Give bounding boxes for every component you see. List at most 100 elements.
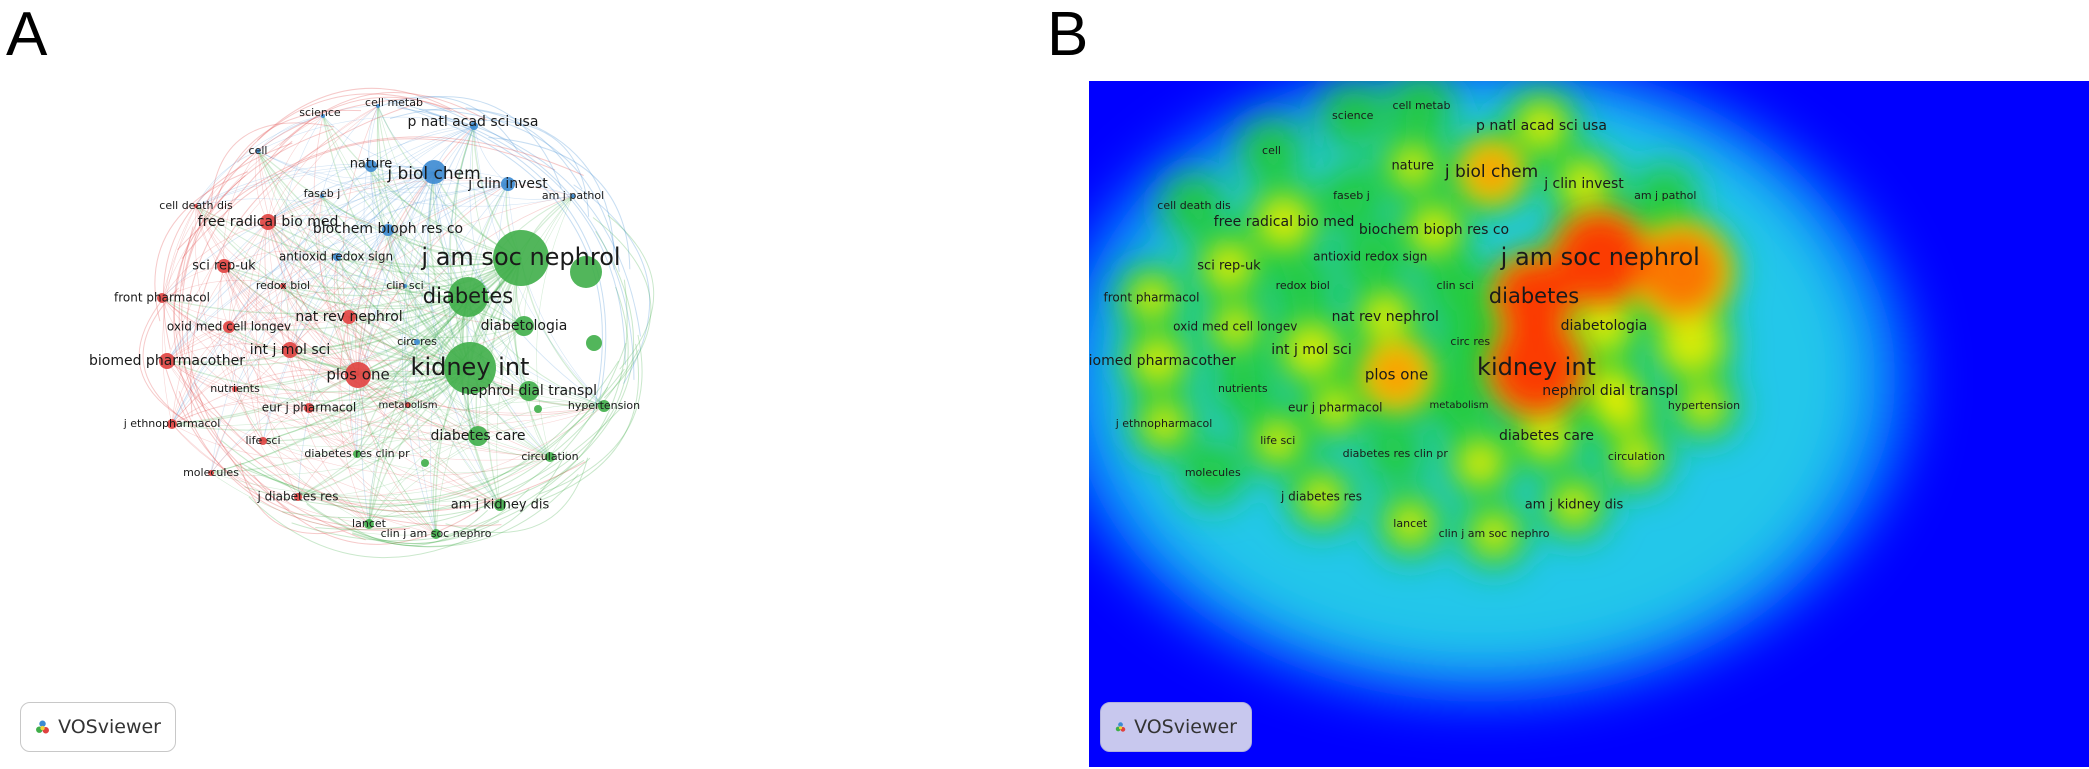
network-node[interactable] — [448, 277, 488, 317]
network-node[interactable] — [167, 419, 177, 429]
network-node[interactable] — [376, 104, 380, 108]
network-node[interactable] — [208, 470, 214, 476]
network-node[interactable] — [501, 177, 515, 191]
network-link — [166, 314, 350, 362]
network-node[interactable] — [444, 342, 496, 394]
network-link — [308, 257, 522, 409]
network-link — [267, 221, 350, 318]
network-node[interactable] — [421, 459, 429, 467]
network-link — [181, 98, 407, 287]
network-link — [178, 390, 406, 531]
network-link — [297, 296, 469, 498]
network-link — [267, 221, 359, 376]
network-node[interactable] — [159, 353, 175, 369]
network-link — [248, 496, 488, 559]
network-link — [244, 360, 620, 508]
network-link — [282, 274, 406, 287]
network-node[interactable] — [282, 342, 298, 358]
network-link — [168, 352, 502, 527]
network-node[interactable] — [571, 194, 575, 198]
network-link — [228, 171, 435, 328]
network-node[interactable] — [494, 499, 506, 511]
network-node[interactable] — [345, 362, 371, 388]
network-node[interactable] — [280, 283, 286, 289]
network-link — [210, 390, 530, 476]
network-node[interactable] — [586, 335, 602, 351]
network-node-label: diabetes care — [430, 428, 525, 444]
network-node[interactable] — [217, 259, 231, 273]
network-link — [282, 195, 323, 287]
network-node[interactable] — [365, 160, 377, 172]
network-link — [228, 326, 501, 506]
network-link — [257, 150, 471, 369]
network-node[interactable] — [514, 316, 534, 336]
density-node-label: clin sci — [1437, 279, 1474, 292]
network-link — [166, 360, 264, 442]
network-link — [532, 343, 639, 504]
network-node-label: diabetologia — [481, 318, 568, 334]
network-node-label: redox biol — [256, 279, 310, 292]
network-link — [171, 391, 409, 425]
density-visualization[interactable]: cell metab science p natl acad sci usa cell… — [1089, 0, 2089, 769]
network-link — [377, 105, 479, 437]
network-node[interactable] — [260, 214, 276, 230]
network-node[interactable] — [320, 194, 324, 198]
network-link — [257, 116, 475, 152]
network-node-label: nutrients — [210, 382, 260, 395]
network-link — [289, 195, 574, 351]
network-link — [171, 402, 310, 425]
network-link — [223, 182, 509, 267]
network-node[interactable] — [353, 450, 361, 458]
network-link — [352, 473, 579, 548]
network-node[interactable] — [256, 149, 260, 153]
network-node[interactable] — [364, 519, 374, 529]
network-node[interactable] — [294, 493, 302, 501]
network-link — [377, 105, 525, 327]
network-link — [407, 390, 530, 411]
network-link — [471, 119, 590, 217]
network-node[interactable] — [321, 114, 325, 118]
network-visualization[interactable]: cell metab science p natl acad sci usa cell… — [0, 0, 1040, 769]
network-link — [171, 349, 291, 425]
network-link — [297, 257, 522, 498]
network-node[interactable] — [519, 381, 539, 401]
network-link — [348, 316, 418, 343]
network-node[interactable] — [422, 160, 446, 184]
network-node[interactable] — [194, 204, 198, 208]
network-node[interactable] — [468, 426, 488, 446]
network-link — [370, 165, 389, 231]
network-link — [142, 287, 188, 423]
network-node[interactable] — [405, 402, 411, 408]
network-node[interactable] — [223, 321, 235, 333]
network-node[interactable] — [545, 452, 555, 462]
network-link — [195, 205, 605, 407]
network-node[interactable] — [333, 253, 341, 261]
network-node[interactable] — [342, 310, 356, 324]
network-link — [376, 105, 501, 506]
network-node[interactable] — [414, 339, 420, 345]
network-node[interactable] — [259, 437, 267, 445]
network-link — [308, 325, 525, 409]
network-node-label: lancet — [352, 517, 387, 530]
network-link — [340, 316, 358, 455]
network-node[interactable] — [403, 284, 407, 288]
network-node[interactable] — [157, 293, 167, 303]
network-node[interactable] — [493, 230, 549, 286]
network-link — [267, 115, 324, 223]
network-node[interactable] — [470, 122, 478, 130]
network-link — [257, 150, 522, 259]
network-node[interactable] — [534, 405, 542, 413]
network-link — [394, 104, 603, 413]
network-link — [368, 257, 522, 525]
network-node[interactable] — [570, 256, 602, 288]
network-node[interactable] — [431, 529, 441, 539]
network-link — [223, 257, 522, 290]
network-link — [166, 360, 471, 393]
network-node[interactable] — [598, 400, 610, 412]
network-node[interactable] — [382, 224, 394, 236]
network-node[interactable] — [232, 386, 238, 392]
network-node[interactable] — [304, 403, 314, 413]
density-node-label: oxid med cell longev — [1173, 320, 1297, 334]
network-node-label: j biol chem — [386, 164, 480, 184]
network-link — [539, 230, 634, 490]
